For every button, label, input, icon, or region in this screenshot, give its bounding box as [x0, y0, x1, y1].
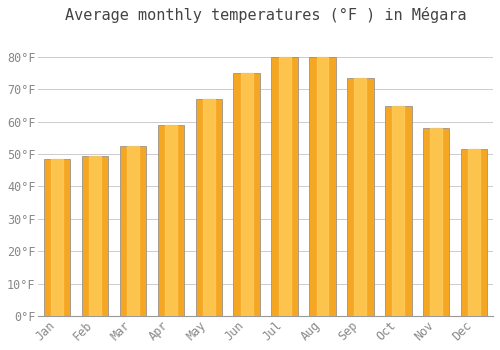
Bar [203, 99, 215, 316]
Bar [89, 156, 101, 316]
Bar [309, 57, 336, 316]
Bar [392, 105, 404, 316]
Bar [82, 156, 108, 316]
Bar [196, 99, 222, 316]
Bar [354, 78, 366, 316]
Bar [165, 125, 177, 316]
Bar [127, 146, 139, 316]
Bar [347, 78, 374, 316]
Bar [272, 57, 298, 316]
Bar [120, 146, 146, 316]
Bar [430, 128, 442, 316]
Bar [158, 125, 184, 316]
Bar [468, 149, 480, 316]
Bar [385, 105, 411, 316]
Bar [234, 73, 260, 316]
Bar [278, 57, 290, 316]
Bar [44, 159, 70, 316]
Bar [316, 57, 328, 316]
Bar [51, 159, 63, 316]
Bar [461, 149, 487, 316]
Bar [240, 73, 252, 316]
Title: Average monthly temperatures (°F ) in Mégara: Average monthly temperatures (°F ) in Mé… [65, 7, 466, 23]
Bar [423, 128, 450, 316]
